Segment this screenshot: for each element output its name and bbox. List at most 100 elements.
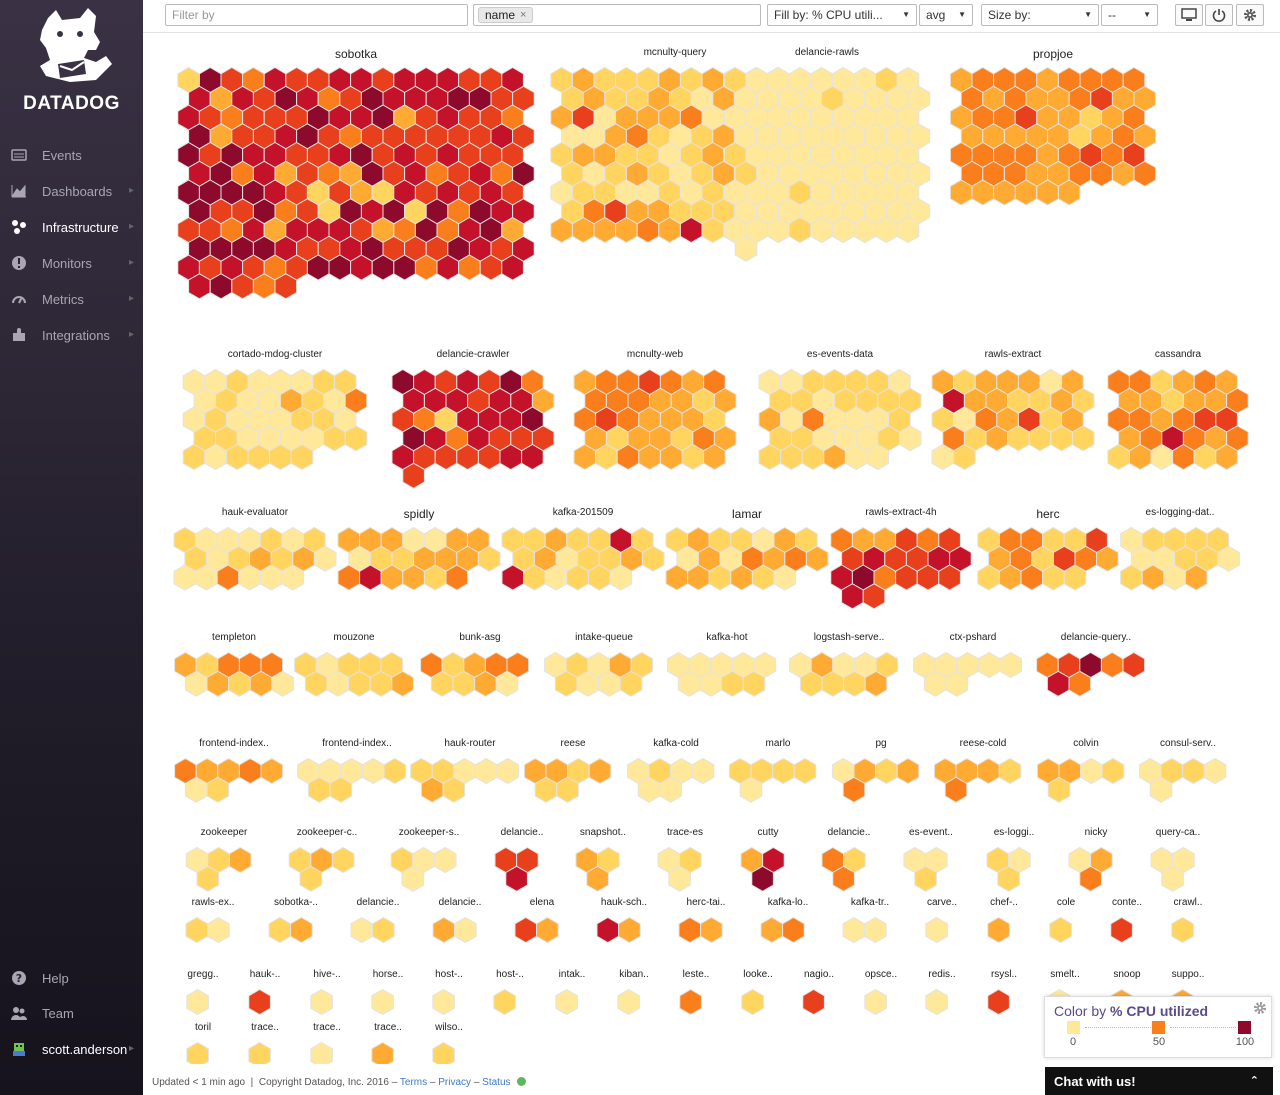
group-label[interactable]: delancie.. bbox=[356, 897, 400, 908]
host-hexagon[interactable] bbox=[383, 757, 407, 785]
host-hexagon[interactable] bbox=[207, 916, 230, 944]
host-hexagon[interactable] bbox=[1079, 865, 1102, 892]
host-hexagon[interactable] bbox=[1101, 757, 1125, 785]
privacy-link[interactable]: Privacy bbox=[438, 1077, 472, 1088]
tv-mode-button[interactable] bbox=[1175, 4, 1203, 26]
group-label[interactable]: horse.. bbox=[372, 969, 404, 980]
host-hexagon[interactable] bbox=[678, 916, 702, 944]
host-hexagon[interactable] bbox=[898, 425, 922, 452]
host-hexagon[interactable] bbox=[742, 670, 766, 697]
group-label[interactable]: crawl.. bbox=[1173, 897, 1203, 908]
group-label[interactable]: cortado-mdog-cluster bbox=[227, 349, 323, 360]
group-label[interactable]: logstash-serve.. bbox=[813, 632, 885, 643]
host-hexagon[interactable] bbox=[371, 1041, 394, 1065]
host-hexagon[interactable] bbox=[864, 988, 887, 1016]
group-label[interactable]: snoop bbox=[1113, 969, 1141, 980]
group-label[interactable]: smelt.. bbox=[1050, 969, 1080, 980]
host-hexagon[interactable] bbox=[1047, 776, 1071, 803]
group-label[interactable]: host-.. bbox=[435, 969, 463, 980]
host-hexagon[interactable] bbox=[350, 916, 374, 944]
host-hexagon[interactable] bbox=[442, 776, 466, 803]
host-hexagon[interactable] bbox=[1133, 160, 1157, 187]
host-hexagon[interactable] bbox=[668, 865, 691, 892]
group-label[interactable]: cole bbox=[1056, 897, 1076, 908]
status-link[interactable]: Status bbox=[482, 1077, 511, 1088]
group-label[interactable]: propjoe bbox=[1032, 47, 1074, 61]
group-label[interactable]: zookeeper-c.. bbox=[296, 827, 358, 838]
group-label[interactable]: query-ca.. bbox=[1155, 827, 1201, 838]
host-hexagon[interactable] bbox=[445, 564, 469, 591]
host-hexagon[interactable] bbox=[361, 757, 385, 785]
host-hexagon[interactable] bbox=[842, 776, 866, 803]
group-label[interactable]: trace.. bbox=[251, 1022, 279, 1033]
host-hexagon[interactable] bbox=[734, 235, 758, 262]
nav-metrics[interactable]: Metrics ▸ bbox=[0, 284, 143, 314]
group-label[interactable]: lamar bbox=[731, 507, 763, 521]
host-hexagon[interactable] bbox=[703, 443, 726, 471]
host-hexagon[interactable] bbox=[700, 916, 723, 944]
group-label[interactable]: mouzone bbox=[333, 632, 375, 643]
host-hexagon[interactable] bbox=[344, 425, 368, 452]
group-label[interactable]: reese bbox=[560, 738, 586, 749]
power-button[interactable] bbox=[1205, 4, 1233, 26]
group-label[interactable]: templeton bbox=[212, 632, 256, 643]
host-hexagon[interactable] bbox=[866, 443, 890, 471]
host-hexagon[interactable] bbox=[953, 443, 976, 471]
group-label[interactable]: hauk-evaluator bbox=[221, 507, 289, 518]
host-hexagon[interactable] bbox=[433, 846, 457, 874]
host-hexagon[interactable] bbox=[474, 757, 498, 785]
terms-link[interactable]: Terms bbox=[399, 1077, 428, 1088]
host-hexagon[interactable] bbox=[1071, 425, 1095, 452]
host-hexagon[interactable] bbox=[496, 757, 520, 785]
group-label[interactable]: es-events-data bbox=[806, 349, 874, 360]
host-hexagon[interactable] bbox=[1049, 916, 1072, 944]
nav-infrastructure[interactable]: Infrastructure ▸ bbox=[0, 212, 143, 242]
group-label[interactable]: rawls-extract bbox=[984, 349, 1042, 360]
host-hexagon[interactable] bbox=[842, 916, 866, 944]
host-hexagon[interactable] bbox=[691, 757, 715, 785]
host-hexagon[interactable] bbox=[997, 865, 1020, 892]
host-hexagon[interactable] bbox=[987, 988, 1010, 1016]
group-label[interactable]: cassandra bbox=[1154, 349, 1202, 360]
group-label[interactable]: delancie.. bbox=[500, 827, 544, 838]
host-hexagon[interactable] bbox=[751, 865, 774, 892]
nav-dashboards[interactable]: Dashboards ▸ bbox=[0, 176, 143, 206]
group-label[interactable]: looke.. bbox=[743, 969, 773, 980]
group-tag[interactable]: name × bbox=[478, 7, 534, 23]
group-label[interactable]: es-logging-dat.. bbox=[1145, 507, 1215, 518]
host-hexagon[interactable] bbox=[514, 916, 538, 944]
nav-user[interactable]: scott.anderson ▸ bbox=[0, 1034, 143, 1064]
host-hexagon[interactable] bbox=[1182, 757, 1205, 785]
group-label[interactable]: delancie-query.. bbox=[1060, 632, 1132, 643]
host-hexagon[interactable] bbox=[805, 545, 829, 572]
group-by-input[interactable]: name × bbox=[473, 4, 761, 26]
host-hexagon[interactable] bbox=[555, 988, 578, 1016]
host-hexagon[interactable] bbox=[999, 651, 1023, 679]
host-hexagon[interactable] bbox=[331, 846, 355, 874]
host-hexagon[interactable] bbox=[659, 776, 682, 803]
host-hexagon[interactable] bbox=[875, 757, 898, 785]
host-hexagon[interactable] bbox=[268, 916, 292, 944]
host-hexagon[interactable] bbox=[1171, 916, 1194, 944]
host-hexagon[interactable] bbox=[501, 254, 524, 281]
host-hexagon[interactable] bbox=[454, 916, 477, 944]
group-label[interactable]: rsysl.. bbox=[990, 969, 1018, 980]
fill-by-select[interactable]: Fill by: % CPU utili... ▼ bbox=[767, 4, 917, 26]
group-label[interactable]: chef-.. bbox=[990, 897, 1018, 908]
host-hexagon[interactable] bbox=[977, 757, 1000, 785]
host-hexagon[interactable] bbox=[739, 776, 763, 803]
host-hexagon[interactable] bbox=[290, 916, 313, 944]
group-label[interactable]: carve.. bbox=[926, 897, 958, 908]
host-hexagon[interactable] bbox=[238, 757, 262, 785]
host-hexagon[interactable] bbox=[782, 916, 805, 944]
host-hexagon[interactable] bbox=[619, 670, 643, 697]
group-label[interactable]: colvin bbox=[1073, 738, 1099, 749]
host-hexagon[interactable] bbox=[1068, 670, 1092, 697]
group-label[interactable]: gregg.. bbox=[187, 969, 219, 980]
host-hexagon[interactable] bbox=[432, 1041, 455, 1065]
host-hexagon[interactable] bbox=[1122, 651, 1146, 679]
host-hexagon[interactable] bbox=[1110, 916, 1133, 944]
group-label[interactable]: hauk-.. bbox=[249, 969, 281, 980]
host-hexagon[interactable] bbox=[793, 757, 817, 785]
group-label[interactable]: delancie.. bbox=[827, 827, 871, 838]
